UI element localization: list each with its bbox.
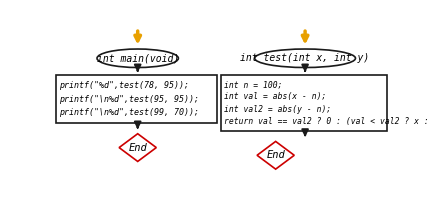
- Text: End: End: [266, 150, 285, 160]
- Text: printf("%d",test(78, 95));: printf("%d",test(78, 95));: [59, 81, 189, 90]
- Text: int n = 100;: int n = 100;: [225, 80, 283, 89]
- Bar: [56, 75, 217, 123]
- Ellipse shape: [255, 49, 356, 67]
- Text: return val == val2 ? 0 : (val < val2 ? x : y);: return val == val2 ? 0 : (val < val2 ? x…: [225, 117, 432, 126]
- Ellipse shape: [97, 49, 178, 67]
- Text: int val2 = abs(y - n);: int val2 = abs(y - n);: [225, 105, 332, 114]
- Text: End: End: [128, 143, 147, 152]
- Text: int main(void): int main(void): [97, 53, 179, 63]
- Text: int val = abs(x - n);: int val = abs(x - n);: [225, 92, 327, 101]
- Text: printf("\n%d",test(99, 70));: printf("\n%d",test(99, 70));: [59, 108, 199, 117]
- Polygon shape: [257, 141, 294, 169]
- Bar: [221, 75, 387, 131]
- Polygon shape: [119, 134, 156, 161]
- Text: printf("\n%d",test(95, 95));: printf("\n%d",test(95, 95));: [59, 95, 199, 103]
- Text: int test(int x, int y): int test(int x, int y): [241, 53, 370, 63]
